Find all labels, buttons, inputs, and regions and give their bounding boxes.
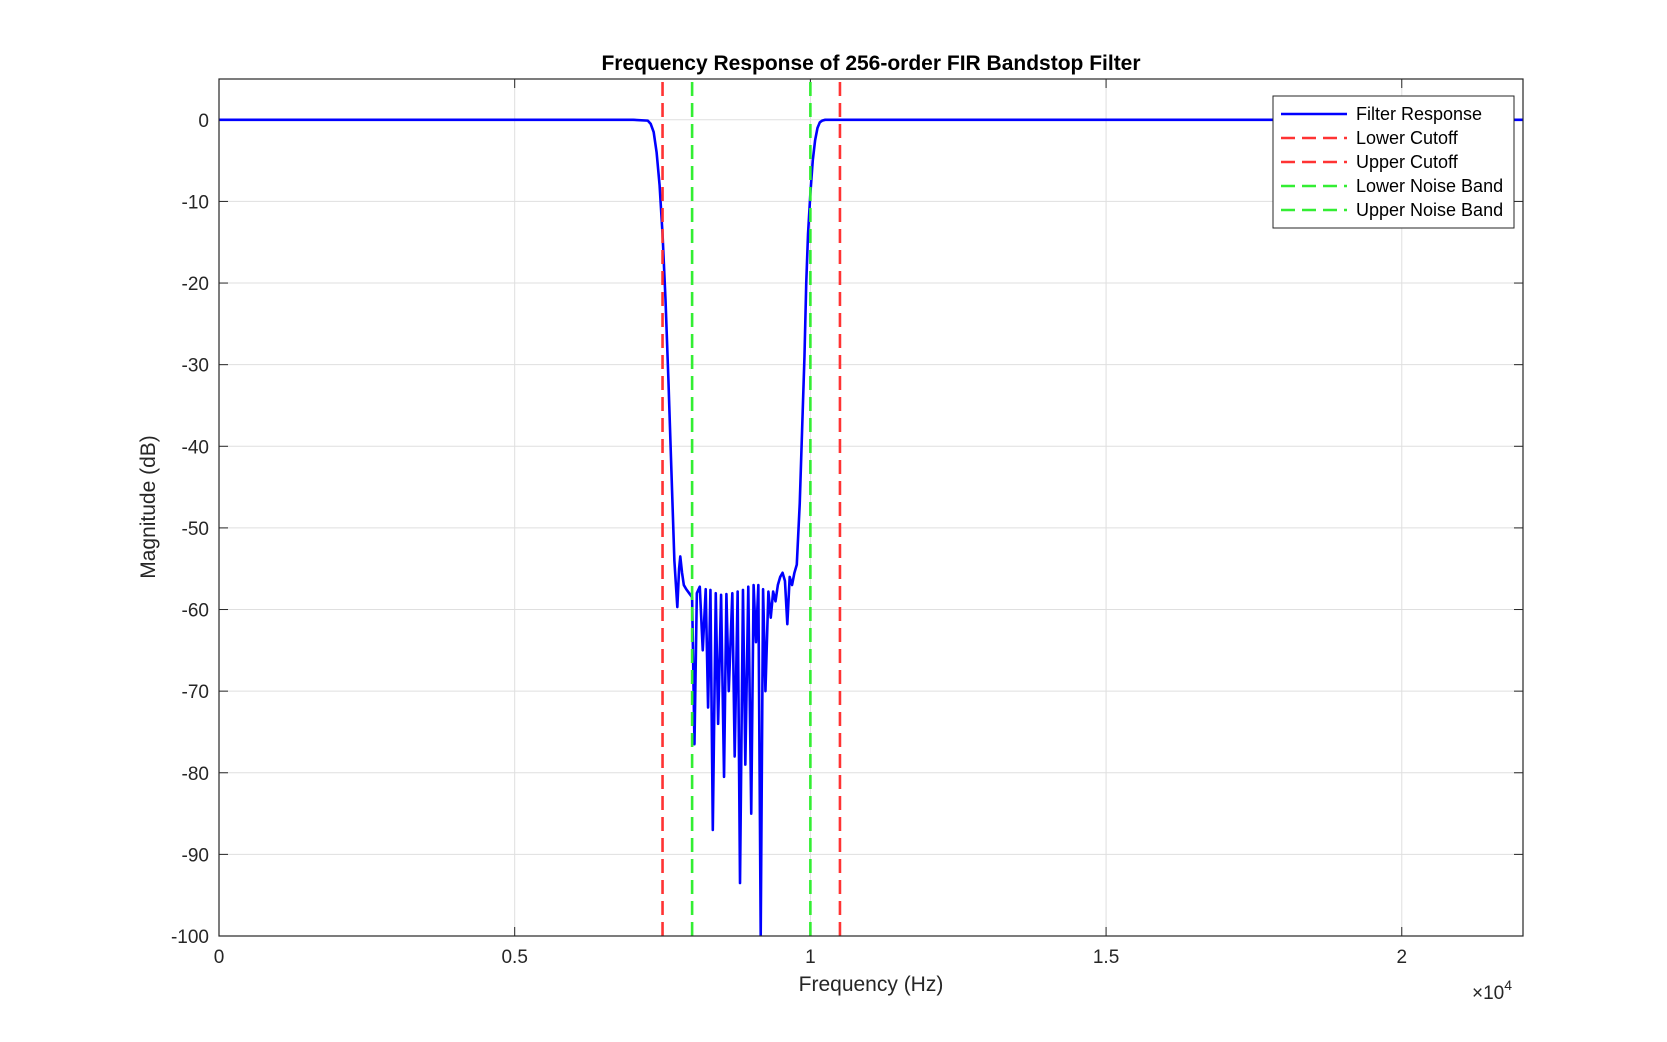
y-tick-label: -10 <box>182 192 209 213</box>
x-axis-exponent: ×104 <box>1472 977 1512 1004</box>
y-tick-label: 0 <box>198 111 209 132</box>
legend: Filter Response Lower Cutoff Upper Cutoff L… <box>1272 95 1515 229</box>
x-tick-label: 1.5 <box>1093 947 1119 968</box>
y-tick-label: -60 <box>182 601 209 622</box>
plot-series <box>219 79 1523 936</box>
y-axis-label: Magnitude (dB) <box>137 435 160 579</box>
x-tick-label: 0 <box>214 947 225 968</box>
x-axis-label: Frequency (Hz) <box>799 973 944 996</box>
plot-area-frame <box>218 78 1524 937</box>
legend-label: Filter Response <box>1356 104 1482 124</box>
y-tick-label: -20 <box>182 274 209 295</box>
legend-label: Lower Noise Band <box>1356 176 1503 196</box>
x-tick-label: 1 <box>805 947 816 968</box>
y-tick-label: -40 <box>182 437 209 458</box>
series-line-filter-response <box>219 118 1523 936</box>
tick-labels: 0 0.5 1 1.5 2 0 -10 -20 -30 -40 -50 -60 -70 -80 -90 -10… <box>171 111 1407 968</box>
y-tick-label: -100 <box>171 927 209 948</box>
x-tick-label: 0.5 <box>501 947 527 968</box>
x-tick-label: 2 <box>1396 947 1407 968</box>
y-tick-label: -90 <box>182 845 209 866</box>
legend-label: Lower Cutoff <box>1356 128 1459 148</box>
y-tick-label: -80 <box>182 764 209 785</box>
y-tick-label: -70 <box>182 682 209 703</box>
y-tick-label: -50 <box>182 519 209 540</box>
legend-label: Upper Noise Band <box>1356 200 1503 220</box>
x-axis-exponent-power: 4 <box>1504 977 1512 993</box>
legend-label: Upper Cutoff <box>1356 152 1459 172</box>
chart-title: Frequency Response of 256-order FIR Band… <box>601 52 1140 75</box>
x-axis-exponent-base: ×10 <box>1472 983 1504 1004</box>
y-tick-label: -30 <box>182 356 209 377</box>
